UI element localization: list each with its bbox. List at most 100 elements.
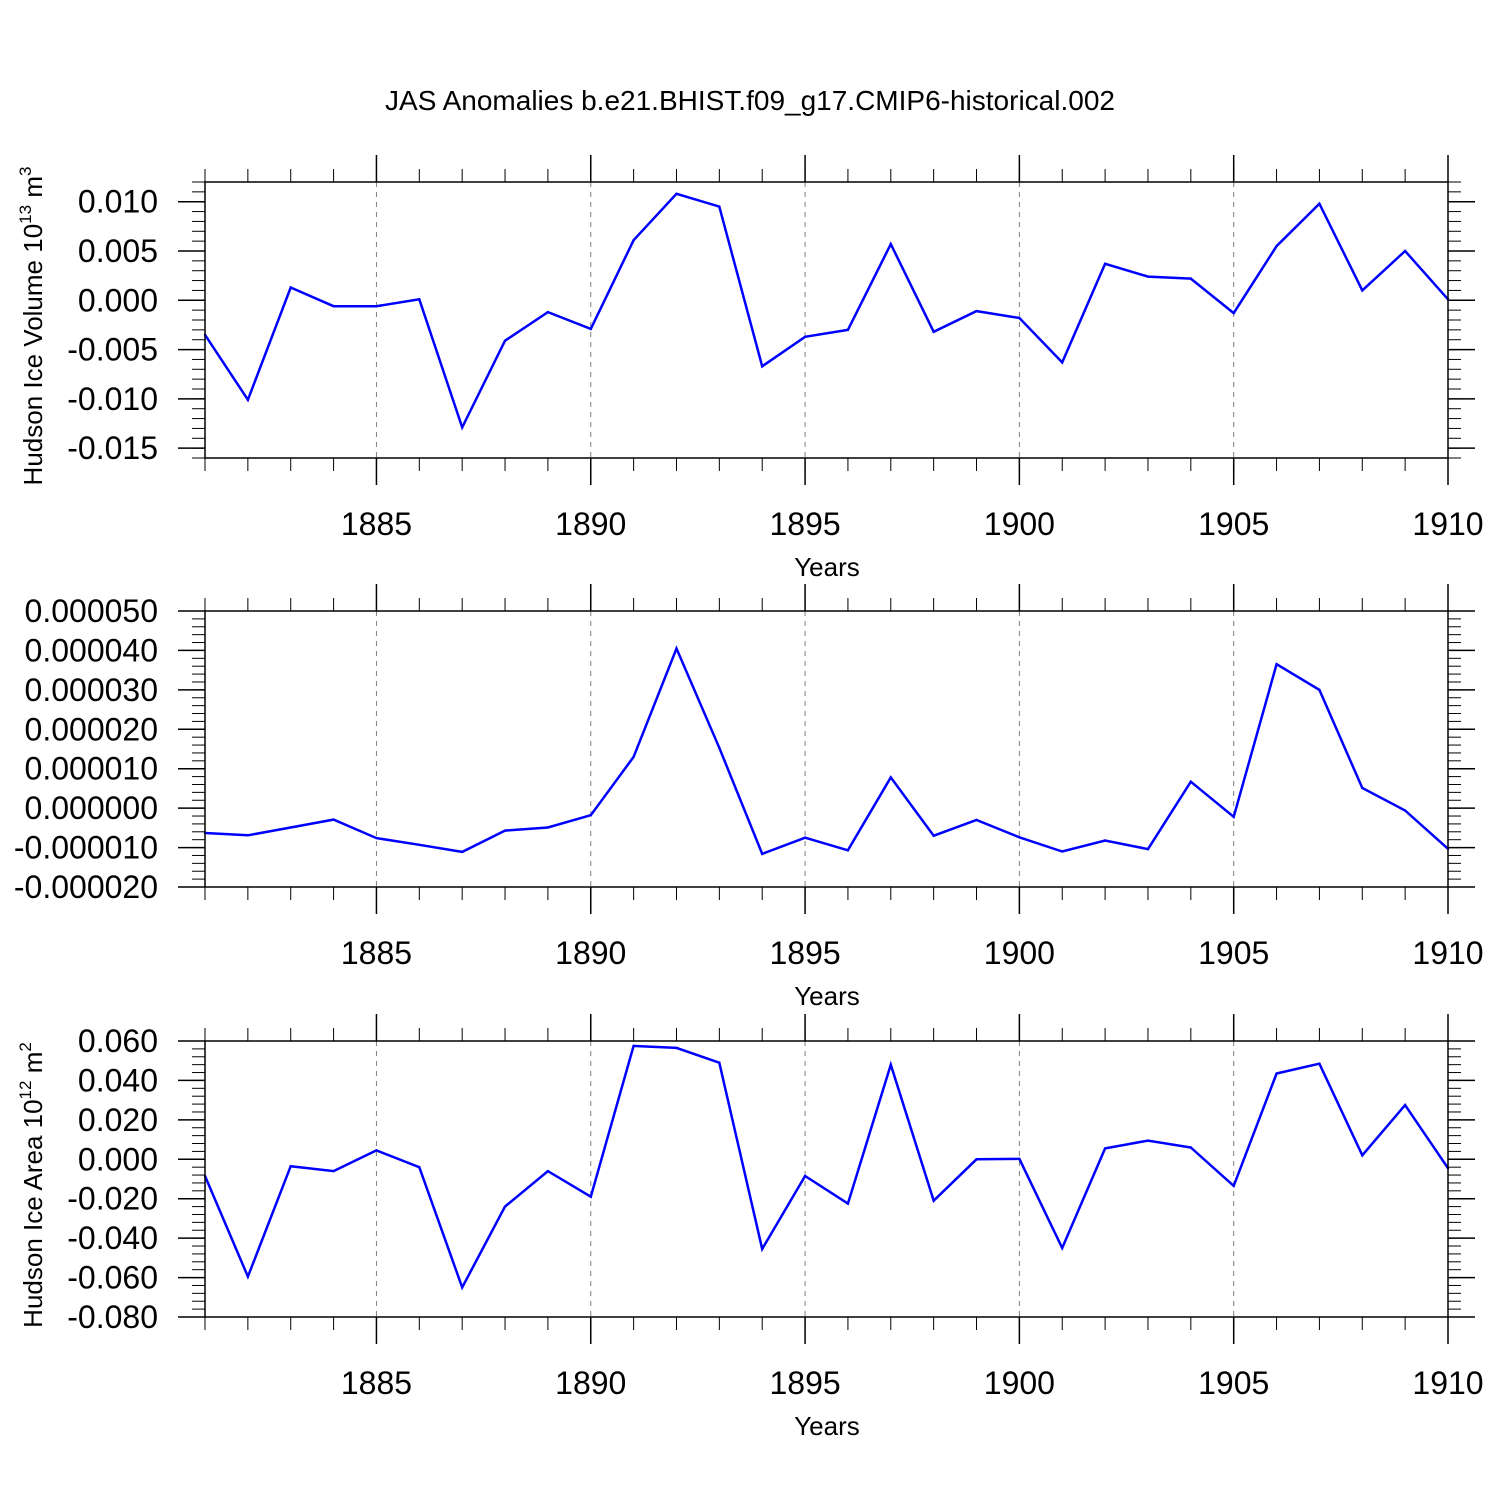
- x-axis-label: Years: [794, 1411, 860, 1441]
- y-axis-label-part: 12: [16, 1081, 35, 1100]
- x-tick-label: 1900: [984, 1365, 1055, 1401]
- data-point: [289, 1164, 292, 1168]
- data-point: [589, 1195, 592, 1198]
- data-point: [889, 776, 892, 779]
- data-point: [1403, 809, 1407, 812]
- x-tick-label: 1885: [341, 1365, 412, 1401]
- data-point: [1275, 663, 1278, 666]
- data-point: [246, 398, 250, 402]
- x-tick-label: 1905: [1198, 506, 1269, 542]
- chart-title: JAS Anomalies b.e21.BHIST.f09_g17.CMIP6-…: [385, 85, 1115, 116]
- data-point: [932, 330, 935, 334]
- y-tick-label: 0.000050: [25, 593, 158, 629]
- data-point: [718, 1061, 721, 1064]
- y-tick-label: 0.005: [78, 233, 158, 269]
- x-tick-label: 1890: [555, 1365, 626, 1401]
- x-tick-label: 1895: [769, 1365, 840, 1401]
- data-point: [846, 328, 850, 332]
- data-point: [1061, 1246, 1064, 1250]
- data-point: [375, 305, 378, 308]
- data-point: [803, 836, 807, 839]
- data-point: [675, 647, 678, 650]
- y-axis-label-part: 2: [16, 1042, 35, 1051]
- y-tick-label: -0.060: [67, 1260, 158, 1296]
- data-point: [1146, 847, 1150, 851]
- data-point: [975, 309, 978, 313]
- data-point: [503, 339, 507, 342]
- data-point: [1232, 815, 1235, 819]
- data-point: [846, 1202, 850, 1205]
- x-tick-label: 1905: [1198, 935, 1269, 971]
- data-point: [1361, 289, 1364, 292]
- y-axis-label-part: 3: [16, 167, 35, 176]
- data-point: [289, 286, 292, 289]
- data-point: [1361, 1154, 1364, 1157]
- series-line: [203, 192, 1449, 431]
- data-point: [889, 242, 892, 246]
- data-point: [503, 829, 507, 832]
- data-point: [1061, 850, 1064, 853]
- data-point: [1189, 1146, 1193, 1149]
- data-point: [1403, 1103, 1407, 1107]
- data-point: [803, 335, 807, 338]
- y-tick-label: 0.000: [78, 1141, 158, 1177]
- data-point: [846, 849, 850, 852]
- panel-middle: 1885 1890 1895 1900 1905 1910 Years -0.000020-0…: [14, 584, 1484, 1011]
- data-point: [1361, 786, 1364, 790]
- x-tick-label: 1890: [555, 935, 626, 971]
- y-tick-label: 0.000: [78, 282, 158, 318]
- x-tick-label: 1885: [341, 935, 412, 971]
- data-point: [1189, 277, 1193, 280]
- data-point: [1146, 275, 1150, 278]
- x-tick-label: 1890: [555, 506, 626, 542]
- data-point: [1232, 1184, 1235, 1188]
- y-axis-label-part: m: [18, 1052, 48, 1081]
- y-tick-label: -0.020: [67, 1181, 158, 1217]
- data-point: [675, 192, 678, 196]
- data-point: [1103, 839, 1107, 842]
- data-point: [1318, 688, 1321, 692]
- data-point: [1061, 361, 1064, 364]
- data-point: [932, 834, 935, 837]
- data-point: [503, 1205, 507, 1208]
- data-point: [1146, 1139, 1150, 1142]
- data-point: [546, 1169, 550, 1173]
- data-point: [1275, 244, 1278, 248]
- data-point: [418, 1165, 421, 1169]
- y-tick-label: 0.010: [78, 184, 158, 220]
- series-line: [204, 645, 1449, 856]
- data-point: [1018, 316, 1021, 320]
- data-point: [761, 1247, 764, 1251]
- y-tick-label: 0.040: [78, 1062, 158, 1098]
- data-point: [675, 1046, 678, 1050]
- data-point: [289, 826, 292, 829]
- y-tick-label: -0.000010: [14, 830, 158, 866]
- y-axis-label: Hudson Ice Area 1012 m2: [16, 1042, 48, 1328]
- data-point: [1318, 202, 1321, 205]
- series-line: [203, 1044, 1450, 1291]
- y-axis-label-part: Hudson Ice Area 10: [18, 1099, 48, 1327]
- y-tick-label: 0.060: [78, 1023, 158, 1059]
- data-point: [803, 1174, 807, 1178]
- data-point: [332, 305, 335, 308]
- data-point: [1103, 1147, 1107, 1150]
- plot-frame: [204, 1040, 1449, 1318]
- y-tick-label: -0.005: [67, 332, 158, 368]
- x-tick-label: 1910: [1412, 935, 1483, 971]
- x-axis-label: Years: [794, 981, 860, 1011]
- y-tick-label: -0.015: [67, 430, 158, 466]
- data-point: [375, 836, 378, 840]
- data-point: [460, 850, 464, 854]
- data-point: [546, 310, 550, 314]
- data-point: [1275, 1072, 1278, 1075]
- data-point: [889, 1063, 892, 1066]
- y-tick-label: -0.000020: [14, 869, 158, 905]
- data-point: [761, 852, 764, 856]
- x-tick-label: 1910: [1412, 506, 1483, 542]
- data-point: [246, 834, 250, 837]
- data-point: [1189, 780, 1193, 783]
- chart-panels: 1885 1890 1895 1900 1905 1910 Years -0.015 -0.01…: [14, 155, 1484, 1441]
- y-tick-label: 0.000010: [25, 751, 158, 787]
- data-point: [246, 1275, 250, 1278]
